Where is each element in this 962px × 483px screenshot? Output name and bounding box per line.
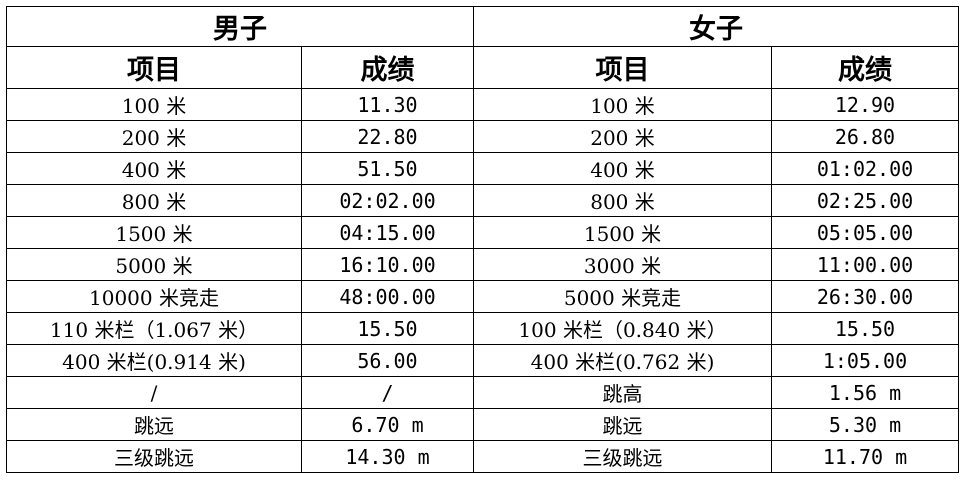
table-row: 800 米 02:02.00 800 米 02:25.00 (6, 184, 959, 217)
men-event-cell: 200 米 (6, 120, 302, 153)
men-result-cell: 11.30 (301, 88, 474, 121)
men-event-cell: 800 米 (6, 184, 302, 217)
men-result-cell: / (301, 376, 474, 409)
women-result-cell: 12.90 (771, 88, 959, 121)
table-row: 跳远 6.70 m 跳远 5.30 m (6, 408, 959, 441)
table-row: 200 米 22.80 200 米 26.80 (6, 120, 959, 153)
women-result-cell: 5.30 m (771, 408, 959, 441)
women-event-cell: 1500 米 (473, 216, 772, 249)
women-event-cell: 跳远 (473, 408, 772, 441)
standards-table: 男子 女子 项目 成绩 项目 成绩 100 米 11.30 100 米 12.90 20… (6, 6, 959, 473)
men-event-cell: / (6, 376, 302, 409)
men-result-cell: 16:10.00 (301, 248, 474, 281)
men-result-cell: 51.50 (301, 152, 474, 185)
men-event-cell: 10000 米竞走 (6, 280, 302, 313)
women-result-header: 成绩 (771, 46, 959, 89)
women-result-cell: 11:00.00 (771, 248, 959, 281)
table-row: 10000 米竞走 48:00.00 5000 米竞走 26:30.00 (6, 280, 959, 313)
women-event-cell: 3000 米 (473, 248, 772, 281)
women-event-cell: 100 米栏（0.840 米） (473, 312, 772, 345)
men-event-header: 项目 (6, 46, 302, 89)
men-result-cell: 48:00.00 (301, 280, 474, 313)
women-result-cell: 01:02.00 (771, 152, 959, 185)
women-result-cell: 05:05.00 (771, 216, 959, 249)
table-row: 400 米 51.50 400 米 01:02.00 (6, 152, 959, 185)
women-event-cell: 5000 米竞走 (473, 280, 772, 313)
table-row: 400 米栏(0.914 米) 56.00 400 米栏(0.762 米) 1:05.… (6, 344, 959, 377)
women-group-header: 女子 (473, 6, 959, 47)
women-result-cell: 11.70 m (771, 440, 959, 473)
men-result-cell: 02:02.00 (301, 184, 474, 217)
women-result-cell: 15.50 (771, 312, 959, 345)
women-result-cell: 1:05.00 (771, 344, 959, 377)
men-result-cell: 56.00 (301, 344, 474, 377)
women-event-cell: 800 米 (473, 184, 772, 217)
women-event-cell: 200 米 (473, 120, 772, 153)
women-event-cell: 跳高 (473, 376, 772, 409)
group-header-row: 男子 女子 (6, 6, 959, 47)
men-event-cell: 5000 米 (6, 248, 302, 281)
women-result-cell: 26:30.00 (771, 280, 959, 313)
men-event-cell: 400 米 (6, 152, 302, 185)
women-event-cell: 400 米栏(0.762 米) (473, 344, 772, 377)
men-result-cell: 14.30 m (301, 440, 474, 473)
men-result-cell: 22.80 (301, 120, 474, 153)
table-row: / / 跳高 1.56 m (6, 376, 959, 409)
men-group-header: 男子 (6, 6, 474, 47)
table-row: 三级跳远 14.30 m 三级跳远 11.70 m (6, 440, 959, 473)
women-result-cell: 02:25.00 (771, 184, 959, 217)
table-row: 100 米 11.30 100 米 12.90 (6, 88, 959, 121)
women-event-header: 项目 (473, 46, 772, 89)
table-row: 5000 米 16:10.00 3000 米 11:00.00 (6, 248, 959, 281)
women-result-cell: 26.80 (771, 120, 959, 153)
men-event-cell: 100 米 (6, 88, 302, 121)
table-row: 1500 米 04:15.00 1500 米 05:05.00 (6, 216, 959, 249)
men-event-cell: 1500 米 (6, 216, 302, 249)
men-event-cell: 110 米栏（1.067 米） (6, 312, 302, 345)
women-event-cell: 100 米 (473, 88, 772, 121)
men-result-cell: 04:15.00 (301, 216, 474, 249)
men-event-cell: 三级跳远 (6, 440, 302, 473)
women-result-cell: 1.56 m (771, 376, 959, 409)
men-result-cell: 15.50 (301, 312, 474, 345)
men-result-header: 成绩 (301, 46, 474, 89)
men-result-cell: 6.70 m (301, 408, 474, 441)
men-event-cell: 跳远 (6, 408, 302, 441)
women-event-cell: 400 米 (473, 152, 772, 185)
table-row: 110 米栏（1.067 米） 15.50 100 米栏（0.840 米） 15.50 (6, 312, 959, 345)
column-header-row: 项目 成绩 项目 成绩 (6, 46, 959, 89)
men-event-cell: 400 米栏(0.914 米) (6, 344, 302, 377)
women-event-cell: 三级跳远 (473, 440, 772, 473)
